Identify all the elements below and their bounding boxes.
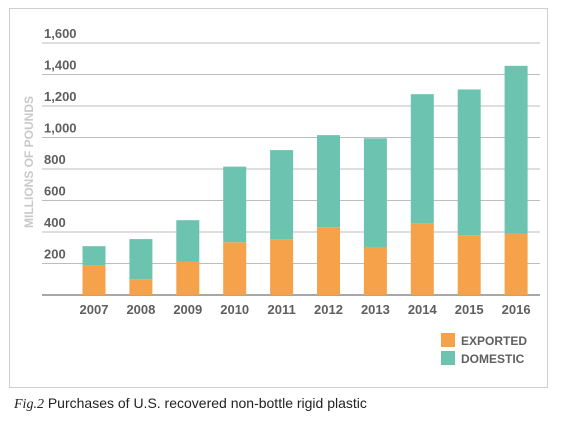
bar-exported (317, 227, 340, 295)
x-tick-label: 2007 (80, 302, 109, 317)
x-tick-label: 2009 (173, 302, 202, 317)
caption-text: Purchases of U.S. recovered non-bottle r… (47, 395, 367, 411)
y-tick-label: 1,600 (44, 26, 77, 41)
bar-domestic (129, 239, 153, 280)
y-tick-label: 800 (44, 152, 66, 167)
y-tick-label: 1,400 (44, 58, 77, 73)
legend-label-exported: EXPORTED (461, 334, 527, 348)
bar-exported (223, 242, 247, 295)
x-tick-label: 2011 (267, 302, 295, 317)
x-tick-label: 2013 (361, 302, 390, 317)
y-tick-label: 600 (44, 184, 66, 199)
x-tick-label: 2015 (455, 302, 484, 317)
bar-domestic (363, 138, 387, 247)
bar-exported (457, 235, 481, 295)
figure-caption: Fig.2 Purchases of U.S. recovered non-bo… (14, 395, 367, 413)
y-tick-label: 1,200 (44, 89, 77, 104)
y-tick-label: 200 (44, 247, 66, 262)
x-tick-label: 2012 (314, 302, 343, 317)
y-axis-label: MILLIONS OF POUNDS (22, 96, 36, 228)
bar-domestic (82, 246, 106, 266)
x-tick-label: 2010 (220, 302, 249, 317)
legend-swatch-domestic (441, 351, 455, 365)
bar-exported (504, 233, 528, 295)
y-tick-label: 400 (44, 215, 66, 230)
x-tick-label: 2016 (502, 302, 531, 317)
bar-domestic (504, 65, 528, 234)
figure-label: Fig.2 (14, 397, 44, 412)
bar-domestic (457, 89, 481, 236)
bar-exported (410, 223, 434, 295)
bar-domestic (270, 150, 294, 240)
bar-domestic (223, 166, 247, 243)
bar-exported (82, 265, 106, 295)
bar-exported (176, 261, 200, 295)
legend-swatch-exported (441, 333, 455, 347)
bar-exported (129, 279, 153, 295)
y-tick-label: 1,000 (44, 121, 77, 136)
bar-exported (270, 239, 294, 295)
legend-label-domestic: DOMESTIC (461, 352, 525, 366)
x-tick-label: 2008 (126, 302, 155, 317)
bar-domestic (176, 220, 200, 262)
bar-exported (363, 246, 387, 295)
x-tick-label: 2014 (408, 302, 438, 317)
bar-domestic (410, 94, 434, 224)
bar-domestic (317, 135, 340, 228)
